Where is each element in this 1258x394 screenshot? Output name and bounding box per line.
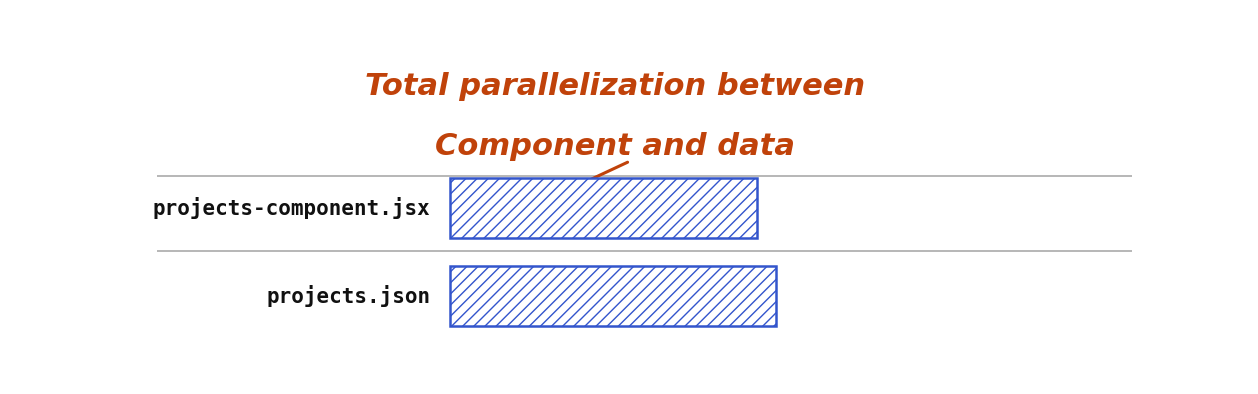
Text: Component and data: Component and data	[435, 132, 795, 161]
Text: Total parallelization between: Total parallelization between	[365, 72, 866, 100]
Text: projects-component.jsx: projects-component.jsx	[152, 197, 430, 219]
Text: projects.json: projects.json	[267, 285, 430, 307]
Bar	[450, 266, 776, 326]
Bar	[450, 178, 757, 238]
